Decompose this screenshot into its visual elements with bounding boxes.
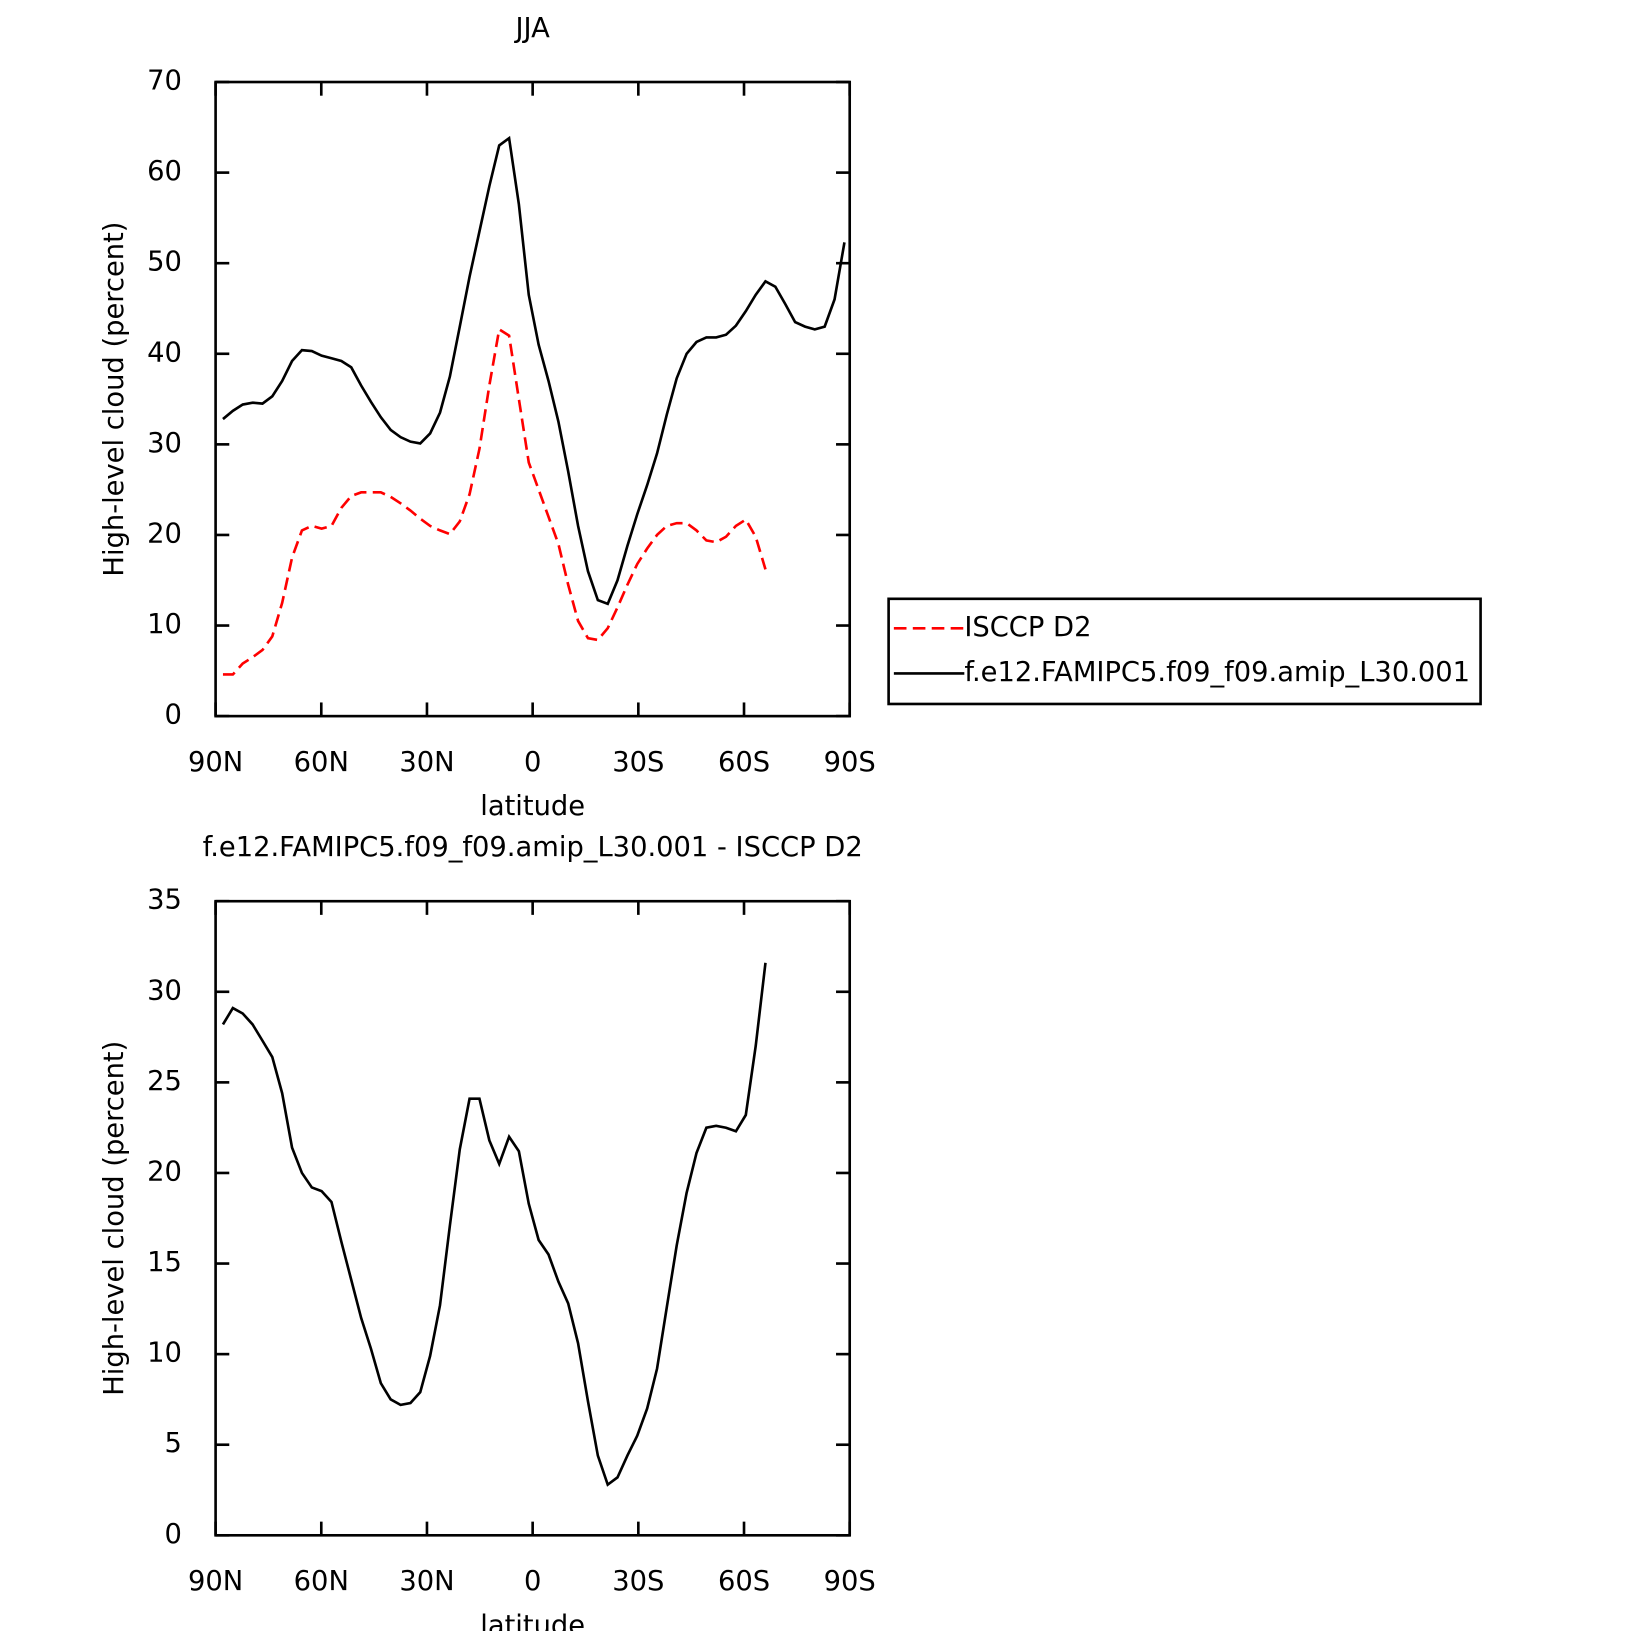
y-tick-label: 35: [147, 885, 182, 916]
y-tick-label: 5: [165, 1428, 182, 1459]
legend-label: f.e12.FAMIPC5.f09_f09.amip_L30.001: [964, 657, 1470, 688]
x-tick-label: 0: [524, 747, 541, 778]
x-tick-label: 60S: [718, 747, 770, 778]
y-tick-label: 10: [147, 1338, 182, 1369]
y-tick-label: 25: [147, 1066, 182, 1097]
x-tick-label: 90N: [188, 1566, 243, 1597]
chart-title: f.e12.FAMIPC5.f09_f09.amip_L30.001 - ISC…: [203, 832, 863, 863]
y-tick-label: 30: [147, 975, 182, 1006]
y-tick-label: 10: [147, 609, 182, 640]
x-tick-label: 30N: [399, 1566, 454, 1597]
x-tick-label: 0: [524, 1566, 541, 1597]
legend-box: [887, 597, 1482, 706]
y-tick-label: 15: [147, 1247, 182, 1278]
x-axis-label: latitude: [480, 791, 585, 822]
x-tick-label: 90S: [824, 1566, 876, 1597]
x-tick-label: 90N: [188, 747, 243, 778]
x-tick-label: 30S: [612, 747, 664, 778]
x-tick-label: 60N: [294, 1566, 349, 1597]
line-series: [222, 135, 846, 606]
legend-label: ISCCP D2: [964, 612, 1091, 643]
y-tick-label: 30: [147, 428, 182, 459]
y-tick-label: 60: [147, 156, 182, 187]
x-tick-label: 60N: [294, 747, 349, 778]
y-axis-label: High-level cloud (percent): [99, 222, 130, 577]
x-tick-label: 30S: [612, 1566, 664, 1597]
x-tick-label: 60S: [718, 1566, 770, 1597]
y-tick-label: 0: [165, 1519, 182, 1550]
y-tick-label: 20: [147, 518, 182, 549]
y-tick-label: 50: [147, 247, 182, 278]
line-series: [222, 327, 767, 676]
y-axis-label: High-level cloud (percent): [99, 1041, 130, 1396]
chart-title: JJA: [513, 13, 550, 44]
y-tick-label: 70: [147, 66, 182, 97]
x-tick-label: 90S: [824, 747, 876, 778]
y-tick-label: 40: [147, 337, 182, 368]
line-series: [221, 962, 767, 1487]
x-tick-label: 30N: [399, 747, 454, 778]
plot-frame: [214, 80, 852, 718]
x-axis-label: latitude: [480, 1610, 585, 1631]
y-tick-label: 0: [165, 700, 182, 731]
y-tick-label: 20: [147, 1156, 182, 1187]
